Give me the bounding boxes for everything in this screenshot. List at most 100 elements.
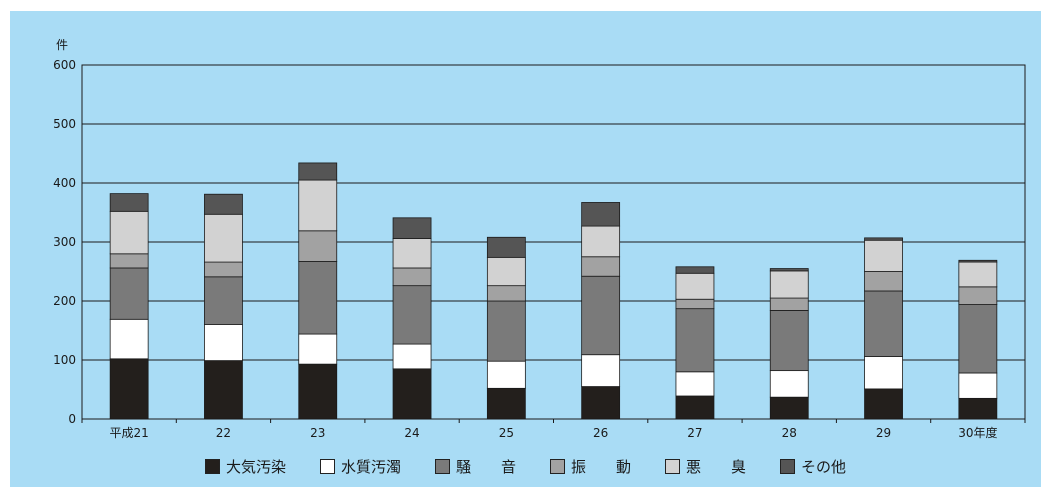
bar-segment	[486, 360, 526, 389]
bar-segment	[675, 308, 715, 373]
x-tick-label: 25	[499, 426, 514, 440]
bar-segment	[675, 371, 715, 397]
stacked-bar-chart: 0 100 200 300 400 500 600 平成21 22 23 24 25 26 27 28 29…	[53, 38, 1026, 440]
bar-segment	[581, 386, 621, 420]
y-tick-label: 300	[53, 235, 76, 249]
legend-item: その他	[780, 456, 846, 477]
bar-segment	[204, 276, 243, 325]
bar-segment	[769, 396, 809, 420]
bar-segment	[675, 272, 715, 300]
bar-segment	[958, 372, 998, 399]
x-tick-label: 平成21	[110, 426, 149, 440]
bar-segment	[958, 259, 998, 263]
y-axis: 0 100 200 300 400 500 600	[53, 58, 76, 426]
bar-segment	[769, 310, 809, 372]
bar-segment	[581, 202, 621, 227]
bar-segment	[675, 395, 715, 420]
bar-segment	[581, 256, 621, 277]
bar-segment	[109, 210, 149, 255]
bar-segment	[958, 397, 998, 420]
x-tick-label: 30年度	[958, 425, 997, 440]
chart-frame: 0 100 200 300 400 500 600 平成21 22 23 24 25 26 27 28 29…	[10, 11, 1041, 487]
bar-segment	[204, 324, 243, 361]
bar-segment	[109, 253, 149, 269]
bar-segment	[769, 270, 809, 299]
legend-label: 悪 臭	[686, 458, 747, 476]
bar-segment	[675, 298, 715, 310]
bar-segment	[581, 354, 621, 387]
legend-swatch	[550, 459, 565, 474]
bar-segment	[486, 300, 526, 362]
bar-segment	[298, 162, 338, 181]
bar-segment	[204, 193, 243, 215]
bar-segment	[675, 266, 715, 274]
bar-segment	[769, 268, 809, 272]
legend-item: 水質汚濁	[319, 456, 401, 477]
x-tick-label: 22	[216, 426, 231, 440]
y-tick-label: 600	[53, 58, 76, 72]
bar-segment	[864, 237, 903, 241]
bar-segment	[392, 217, 432, 239]
y-tick-label: 100	[53, 353, 76, 367]
bar-segment	[864, 271, 903, 292]
bar-segment	[581, 225, 621, 258]
bar-segment	[864, 356, 903, 390]
legend-swatch	[319, 459, 335, 474]
bar-segment	[298, 363, 338, 420]
legend-item: 騒 音	[434, 456, 516, 477]
legend-label: 大気汚染	[225, 458, 286, 476]
bar-segment	[298, 230, 338, 262]
legend-swatch	[780, 459, 796, 474]
bar-segment	[204, 213, 243, 263]
bar-segment	[958, 261, 998, 288]
legend-label: 騒 音	[455, 458, 516, 476]
bar-segment	[864, 239, 903, 272]
x-axis: 平成21 22 23 24 25 26 27 28 29 30年度	[81, 419, 1026, 440]
bar-segment	[392, 285, 432, 345]
bar-segment	[486, 236, 526, 258]
bar-segment	[392, 267, 432, 287]
legend-label: 水質汚濁	[340, 458, 401, 476]
legend-swatch	[204, 459, 220, 474]
legend-label: 振 動	[571, 458, 632, 476]
bar-segment	[109, 267, 149, 320]
y-tick-label: 0	[68, 412, 76, 426]
x-tick-label: 26	[593, 426, 608, 440]
bar-segment	[298, 261, 338, 335]
legend-swatch	[434, 459, 450, 474]
bar-segment	[204, 360, 243, 420]
bar-segment	[109, 193, 149, 212]
y-tick-label: 400	[53, 176, 76, 190]
x-tick-label: 27	[687, 426, 702, 440]
legend: 大気汚染 水質汚濁 騒 音 振 動 悪 臭 その他	[10, 456, 1041, 477]
legend-swatch	[665, 459, 681, 474]
bar-segment	[864, 290, 903, 357]
bar-segment	[486, 285, 526, 302]
bar-segment	[204, 261, 243, 278]
x-tick-label: 29	[876, 426, 891, 440]
bar-segment	[109, 358, 149, 420]
y-axis-unit: 件	[56, 38, 68, 52]
legend-label: その他	[801, 458, 847, 476]
bar-segment	[298, 179, 338, 232]
bar-segment	[298, 333, 338, 365]
legend-item: 振 動	[550, 456, 631, 477]
bar-segment	[392, 368, 432, 420]
bar-segment	[958, 304, 998, 374]
x-tick-label: 28	[782, 426, 797, 440]
bar-segment	[392, 238, 432, 269]
bar-segment	[769, 370, 809, 398]
bar-segment	[486, 256, 526, 287]
bar-segment	[864, 388, 903, 420]
x-tick-label: 24	[404, 426, 419, 440]
bar-segment	[109, 318, 149, 360]
bars	[109, 162, 998, 420]
y-tick-label: 500	[53, 117, 76, 131]
bar-segment	[958, 286, 998, 305]
y-tick-label: 200	[53, 294, 76, 308]
bar-segment	[486, 387, 526, 420]
legend-item: 悪 臭	[665, 456, 746, 477]
legend-item: 大気汚染	[204, 456, 286, 477]
bar-segment	[581, 275, 621, 356]
bar-segment	[392, 343, 432, 370]
